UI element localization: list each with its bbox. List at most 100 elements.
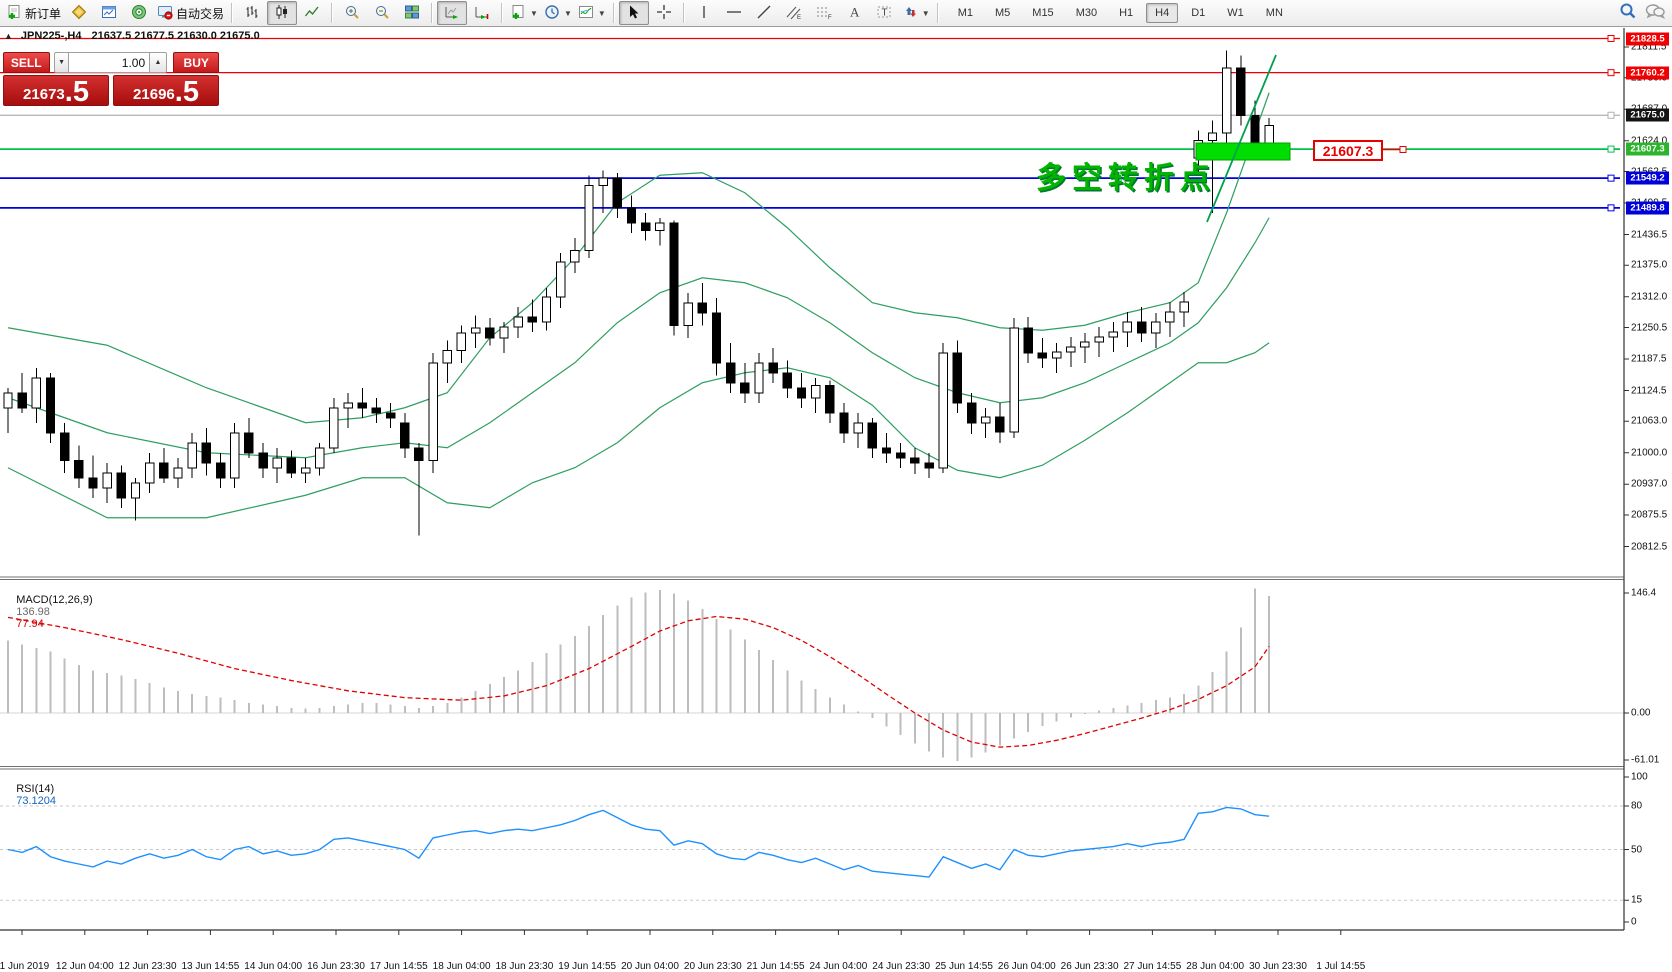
price-tick-label: 21436.5	[1631, 229, 1668, 240]
line-chart-icon	[304, 4, 320, 23]
vertical-line-tool[interactable]	[689, 1, 719, 25]
time-label: 1 Jul 14:55	[1316, 961, 1366, 972]
rsi-name: RSI(14)	[16, 783, 55, 795]
indicators-icon	[578, 4, 594, 23]
volume-input[interactable]	[69, 52, 150, 73]
auto-scroll-button[interactable]	[437, 1, 468, 25]
tab-timeframe-M1[interactable]: M1	[957, 7, 973, 19]
price-badge: 21760.2	[1626, 66, 1669, 80]
zoom-in-button[interactable]	[337, 1, 367, 25]
data-window-button[interactable]	[94, 1, 124, 25]
sell-price-display[interactable]: 21673 .5	[3, 75, 109, 107]
rsi-value: 73.1204	[16, 795, 56, 807]
price-tick-label: 80	[1631, 800, 1643, 812]
trendline-tool[interactable]	[749, 1, 779, 25]
chevron-down-icon: ▼	[563, 8, 572, 18]
chart-plot-area[interactable]	[0, 28, 1672, 949]
price-tick-label: 0	[1631, 916, 1637, 928]
arrows-dropdown[interactable]: ▼	[899, 1, 933, 25]
clock-icon	[544, 4, 560, 23]
time-label: 28 Jun 04:00	[1186, 961, 1245, 972]
chart-symbol-timeframe: JPN225-,H4	[20, 30, 82, 42]
sell-button[interactable]: SELL	[3, 52, 50, 73]
chat-icon[interactable]	[1645, 2, 1666, 25]
chevron-down-icon: ▼	[921, 8, 930, 18]
sell-price-main: 21673	[23, 86, 65, 103]
tab-timeframe-M15[interactable]: M15	[1032, 7, 1054, 19]
bar-chart-button[interactable]	[237, 1, 267, 25]
tab-timeframe-M5[interactable]: M5	[995, 7, 1011, 19]
vertical-line-icon	[697, 4, 711, 23]
autotrading-label: 自动交易	[176, 6, 225, 21]
equidistant-channel-icon: E	[785, 4, 803, 23]
buy-price-main: 21696	[133, 86, 175, 103]
search-icon[interactable]	[1619, 2, 1637, 25]
tab-timeframe-H1[interactable]: H1	[1119, 7, 1134, 19]
candlestick-chart-button[interactable]	[267, 1, 298, 25]
macd-value: 136.98	[16, 606, 50, 618]
cursor-button[interactable]	[618, 1, 649, 25]
macd-indicator-label: MACD(12,26,9) 136.98 77.94	[4, 582, 92, 642]
zoom-out-button[interactable]	[367, 1, 397, 25]
volume-increase-button[interactable]: ▲	[149, 52, 167, 73]
volume-decrease-button[interactable]: ▼	[54, 52, 70, 73]
buy-button[interactable]: BUY	[173, 52, 219, 73]
price-tick-label: 21375.0	[1631, 259, 1668, 271]
profiles-dropdown[interactable]: ▼	[541, 1, 575, 25]
autotrading-button[interactable]: 自动交易	[154, 1, 227, 25]
chart-shift-button[interactable]	[467, 1, 497, 25]
price-badge: 21607.3	[1626, 142, 1669, 156]
time-label: 18 Jun 23:30	[495, 961, 554, 972]
price-tick-label: 15	[1631, 894, 1643, 906]
line-chart-button[interactable]	[297, 1, 327, 25]
new-order-label: 新订单	[25, 6, 62, 21]
tab-timeframe-H4[interactable]: H4	[1146, 3, 1179, 23]
text-tool[interactable]: A	[839, 1, 869, 25]
price-tick-label: 100	[1631, 771, 1648, 783]
bar-chart-icon	[244, 4, 260, 23]
price-badge: 21489.8	[1626, 201, 1669, 215]
channel-tool[interactable]: E	[779, 1, 809, 25]
navigator-button[interactable]	[124, 1, 154, 25]
time-label: 26 Jun 23:30	[1060, 961, 1119, 972]
zoom-out-icon	[374, 4, 390, 23]
time-label: 11 Jun 2019	[0, 961, 50, 972]
market-watch-button[interactable]	[64, 1, 94, 25]
horizontal-line-tool[interactable]	[719, 1, 749, 25]
price-badge: 21675.0	[1626, 108, 1669, 122]
tab-timeframe-W1[interactable]: W1	[1227, 7, 1244, 19]
price-tick-label: 21000.0	[1631, 447, 1668, 459]
buy-price-display[interactable]: 21696 .5	[113, 75, 219, 107]
price-tick-label: 21312.0	[1631, 291, 1668, 303]
toolbar-separator	[231, 3, 234, 23]
tab-timeframe-MN[interactable]: MN	[1265, 7, 1283, 19]
chart-title: ▲ JPN225-,H4 21637.5 21677.5 21630.0 216…	[4, 30, 260, 42]
time-label: 20 Jun 04:00	[621, 961, 679, 972]
turning-point-annotation: 多空转折点	[1036, 162, 1216, 195]
data-window-icon	[101, 4, 117, 23]
chart-shift-icon	[474, 4, 490, 23]
text-label-icon: T	[876, 4, 892, 23]
price-tick-label: 21811.5	[1631, 41, 1667, 53]
tab-timeframe-D1[interactable]: D1	[1191, 7, 1206, 19]
market-watch-icon	[71, 4, 87, 23]
cursor-icon	[626, 4, 642, 23]
autotrading-icon	[157, 4, 173, 23]
fibonacci-tool[interactable]: F	[809, 1, 839, 25]
main-toolbar: 新订单 自动交易	[0, 0, 1672, 27]
chevron-down-icon: ▼	[530, 8, 538, 18]
new-chart-dropdown[interactable]: ▼	[507, 1, 541, 25]
text-label-tool[interactable]: T	[869, 1, 899, 25]
time-label: 24 Jun 04:00	[809, 961, 868, 972]
candlestick-chart-icon	[274, 4, 290, 23]
time-label: 27 Jun 14:55	[1123, 961, 1182, 972]
crosshair-button[interactable]	[649, 1, 679, 25]
price-tick-label: 20875.5	[1631, 509, 1668, 521]
indicators-dropdown[interactable]: ▼	[575, 1, 609, 25]
tile-windows-button[interactable]	[397, 1, 427, 25]
price-tick-label: 20812.5	[1631, 541, 1668, 552]
price-tick-label: 21250.5	[1631, 322, 1668, 333]
new-order-button[interactable]: 新订单	[3, 1, 64, 25]
price-tick-label: -61.01	[1631, 754, 1660, 766]
tab-timeframe-M30[interactable]: M30	[1075, 7, 1098, 19]
